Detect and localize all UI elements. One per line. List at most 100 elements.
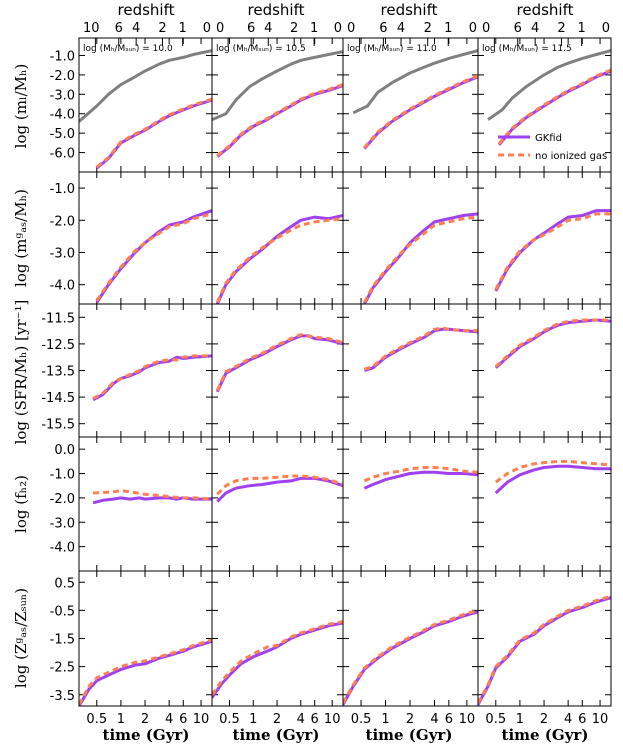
x-tick-label: 6 xyxy=(179,712,187,727)
x-axis-label-col-3: time (Gyr) xyxy=(366,726,453,744)
no-ionized-gas-line xyxy=(363,326,478,371)
panel-frame xyxy=(78,436,213,572)
x-tick-label: 2 xyxy=(540,712,548,727)
panel-r3-c1: -11.5 -12.5 -13.5 -14.5 -15.5 xyxy=(41,303,213,438)
panel-r1-c3: 0 6 4 2 1 0 log (Mₕ/Mₛᵤₙ) = 11.0 xyxy=(342,21,479,173)
y-tick-label: -4.0 xyxy=(50,279,75,294)
y-axis-label-row-3: log (SFR/Mₕ) [yr⁻¹] xyxy=(12,300,30,445)
y-tick-label: -4.0 xyxy=(50,108,75,123)
mass-annotation: log (Mₕ/Mₛᵤₙ) = 11.5 xyxy=(482,44,572,54)
panel-r5-c3: 0.5 1 2 4 6 10 xyxy=(342,570,479,727)
halo-line xyxy=(212,50,343,121)
no-ionized-gas-line xyxy=(93,489,212,501)
x-tick-label: 1 xyxy=(381,712,389,727)
y-tick-label: -3.5 xyxy=(50,689,75,704)
x-tick-label: 1 xyxy=(117,712,125,727)
panel-r4-c2 xyxy=(211,436,344,572)
top-tick-label: 4 xyxy=(531,21,539,36)
x-tick-label: 10 xyxy=(459,712,476,727)
gkfid-line xyxy=(79,639,212,706)
mass-annotation: log (Mₕ/Mₛᵤₙ) = 10.0 xyxy=(83,44,173,54)
panel-frame xyxy=(342,303,479,438)
top-axis-label-col-3: redshift xyxy=(381,1,438,19)
x-tick-label: 0.5 xyxy=(86,712,107,727)
panel-r2-c2 xyxy=(211,171,344,305)
panel-r3-c4 xyxy=(477,303,612,438)
panel-lines xyxy=(352,49,478,150)
legend-label-no-ionized-gas: no ionized gas xyxy=(535,151,607,162)
x-tick-label: 6 xyxy=(445,712,453,727)
x-tick-label: 2 xyxy=(273,712,281,727)
y-axis-label-row-2: log (mᵍₐₛ/Mₕ) xyxy=(12,189,30,287)
y-tick-label: -2.5 xyxy=(50,661,75,676)
x-tick-label: 0.5 xyxy=(219,712,240,727)
top-tick-label: 10 xyxy=(83,21,100,36)
top-tick-label: 4 xyxy=(397,21,405,36)
no-ionized-gas-line xyxy=(92,354,212,400)
top-tick-label: 0 xyxy=(469,21,477,36)
y-tick-label: -12.5 xyxy=(41,338,75,353)
no-ionized-gas-line xyxy=(497,68,611,145)
panel-frame xyxy=(477,570,612,707)
y-axis-label-row-4: log (fₕ₂) xyxy=(12,475,30,533)
top-tick-label: 4 xyxy=(132,21,140,36)
panel-lines xyxy=(92,489,212,505)
y-tick-label: -5.0 xyxy=(50,127,75,142)
y-tick-label: -3.0 xyxy=(50,88,75,103)
top-tick-label: 1 xyxy=(310,21,318,36)
panel-r4-c4 xyxy=(477,436,612,572)
y-tick-label: -1.5 xyxy=(50,633,75,648)
gkfid-line xyxy=(95,98,212,170)
x-tick-label: 4 xyxy=(564,712,572,727)
panel-lines xyxy=(212,620,343,699)
panel-lines xyxy=(478,594,611,706)
panel-frame xyxy=(78,303,213,438)
top-tick-label: 4 xyxy=(264,21,272,36)
top-tick-label: 0 xyxy=(203,21,211,36)
top-tick-label: 1 xyxy=(444,21,452,36)
no-ionized-gas-line xyxy=(494,212,611,291)
top-tick-label: 2 xyxy=(424,21,432,36)
x-tick-label: 10 xyxy=(324,712,341,727)
gkfid-line xyxy=(95,209,212,304)
panel-lines xyxy=(212,50,343,158)
x-tick-label: 4 xyxy=(297,712,305,727)
gkfid-line xyxy=(215,214,343,304)
y-tick-label: 0.5 xyxy=(54,576,75,591)
panel-frame xyxy=(211,436,344,572)
no-ionized-gas-line xyxy=(343,608,478,704)
top-axis-label-col-2: redshift xyxy=(248,1,305,19)
panel-r1-c2: 0 6 4 2 1 0 log (Mₕ/Mₛᵤₙ) = 10.5 xyxy=(211,21,344,173)
panel-lines xyxy=(363,326,478,372)
labels-layer: time (Gyr) time (Gyr) time (Gyr) time (G… xyxy=(12,1,588,744)
no-ionized-gas-line xyxy=(478,594,611,704)
y-tick-label: -14.5 xyxy=(41,391,75,406)
gkfid-line xyxy=(478,596,611,706)
x-tick-label: 1 xyxy=(516,712,524,727)
panel-lines xyxy=(494,209,611,292)
no-ionized-gas-line xyxy=(212,620,343,696)
gkfid-line xyxy=(216,476,343,503)
y-tick-label: -2.0 xyxy=(50,492,75,507)
panel-lines xyxy=(216,474,343,503)
x-tick-label: 1 xyxy=(249,712,257,727)
y-tick-label: -3.0 xyxy=(50,246,75,261)
panel-lines xyxy=(343,608,478,706)
no-ionized-gas-line xyxy=(215,217,343,304)
no-ionized-gas-line xyxy=(494,459,611,484)
y-tick-label: -6.0 xyxy=(50,147,75,162)
gkfid-line xyxy=(494,464,611,495)
gkfid-line xyxy=(363,470,478,490)
panel-r2-c1: -1.0 -2.0 -3.0 -4.0 xyxy=(50,171,213,305)
y-tick-label: -11.5 xyxy=(41,311,75,326)
gkfid-line xyxy=(363,212,478,304)
panel-frame xyxy=(342,171,479,305)
top-tick-label: 1 xyxy=(179,21,187,36)
x-axis-label-col-1: time (Gyr) xyxy=(103,726,190,744)
top-axis-label-col-4: redshift xyxy=(517,1,574,19)
panel-lines xyxy=(494,318,611,369)
panel-lines xyxy=(363,212,478,304)
gkfid-line xyxy=(343,610,478,706)
top-tick-label: 0 xyxy=(216,21,224,36)
